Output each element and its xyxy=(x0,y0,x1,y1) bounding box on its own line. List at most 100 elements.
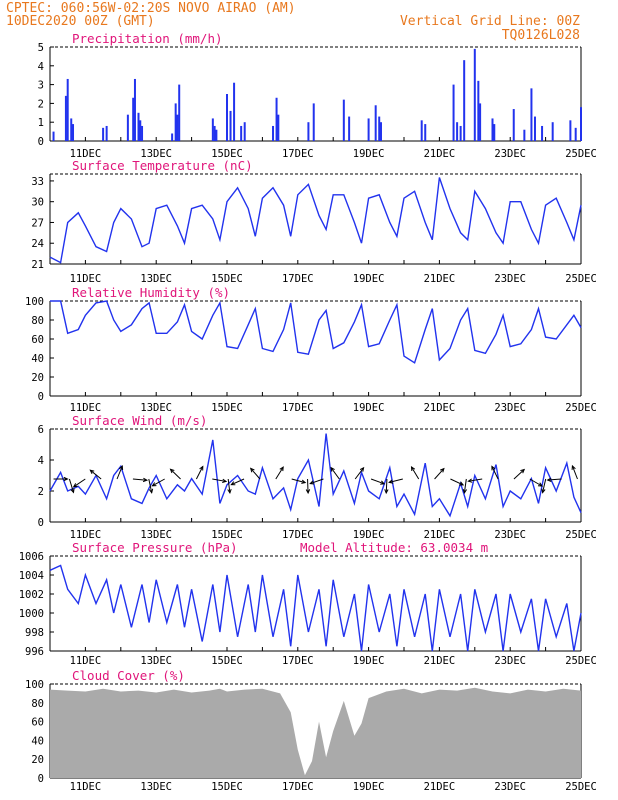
x-tick-label: 15DEC xyxy=(211,402,243,414)
wind-vector-head xyxy=(151,482,157,487)
wind-vector-head xyxy=(227,488,232,495)
wind-vector-head xyxy=(142,477,149,483)
y-tick-label: 1 xyxy=(38,117,44,129)
panel-annotation: Model Altitude: 63.0034 m xyxy=(300,540,488,555)
x-tick-label: 23DEC xyxy=(494,529,526,541)
x-tick-label: 23DEC xyxy=(494,655,526,667)
precip-bar xyxy=(530,88,533,141)
y-tick-label: 4 xyxy=(38,455,44,467)
wind-vector-head xyxy=(89,469,95,475)
precip-bar xyxy=(213,125,216,141)
y-tick-label: 1006 xyxy=(19,551,44,563)
x-tick-label: 19DEC xyxy=(353,781,385,793)
wind-vector-head xyxy=(384,489,389,495)
x-tick-label: 25DEC xyxy=(565,148,597,160)
x-tick-label: 15DEC xyxy=(211,655,243,667)
wind-vector-shaft xyxy=(547,478,562,481)
wind-vector-head xyxy=(279,466,284,472)
x-tick-label: 23DEC xyxy=(494,781,526,793)
y-tick-label: 24 xyxy=(31,238,44,250)
wind-vector-shaft xyxy=(542,478,547,493)
x-tick-label: 15DEC xyxy=(211,273,243,285)
precip-bar xyxy=(374,105,377,141)
wind-vector-head xyxy=(462,488,468,495)
precip-bar xyxy=(473,48,476,141)
precip-bar xyxy=(275,97,278,141)
y-tick-label: 27 xyxy=(31,217,44,229)
precip-bar xyxy=(424,124,427,141)
wind-vector-head xyxy=(541,488,546,494)
y-tick-label: 80 xyxy=(31,315,44,327)
x-tick-label: 15DEC xyxy=(211,781,243,793)
wind-vector-head xyxy=(467,478,473,483)
wind-vector-head xyxy=(410,466,416,472)
wind-vector-head xyxy=(571,464,576,470)
precip-bar xyxy=(379,122,382,141)
precip-bar xyxy=(420,120,423,141)
x-tick-label: 17DEC xyxy=(282,655,314,667)
x-tick-label: 11DEC xyxy=(70,655,102,667)
wind-vector-head xyxy=(330,466,335,472)
precip-bar xyxy=(178,84,181,141)
wind-vector-head xyxy=(230,481,236,486)
panel-title: Relative Humidity (%) xyxy=(72,285,230,300)
y-tick-label: 0 xyxy=(38,136,44,148)
y-tick-label: 60 xyxy=(31,717,44,729)
panel-6: 11DEC 13DEC 15DEC 17DEC 19DEC 21DEC 23DEC 25DEC… xyxy=(25,668,597,793)
precip-bar xyxy=(243,122,246,141)
panel-title: Surface Wind (m/s) xyxy=(72,413,207,428)
precip-bar xyxy=(523,129,526,141)
x-tick-label: 21DEC xyxy=(424,148,456,160)
x-tick-label: 23DEC xyxy=(494,273,526,285)
precip-bar xyxy=(533,116,536,141)
location-header: CPTEC: 060:56W-02:20S NOVO AIRAO (AM) xyxy=(6,1,296,16)
series-line xyxy=(49,177,582,264)
y-tick-label: 996 xyxy=(25,646,44,658)
wind-vector-shaft xyxy=(385,478,388,494)
x-tick-label: 25DEC xyxy=(565,273,597,285)
precip-bar xyxy=(452,84,455,141)
precip-bar xyxy=(348,116,351,141)
panel-title: Precipitation (mm/h) xyxy=(72,31,223,46)
wind-vector-head xyxy=(359,466,365,472)
precip-bar xyxy=(70,118,73,141)
precip-bar xyxy=(277,114,280,141)
wind-vector-shaft xyxy=(468,478,483,482)
precip-bar xyxy=(171,133,174,141)
wind-vector-shaft xyxy=(212,478,227,482)
wind-vector-shaft xyxy=(491,466,499,480)
y-tick-label: 21 xyxy=(31,259,44,271)
wind-vector-shaft xyxy=(463,478,467,493)
precip-bar xyxy=(133,78,136,141)
y-tick-label: 2 xyxy=(38,486,44,498)
precip-bar xyxy=(491,118,494,141)
precip-bar xyxy=(132,97,135,141)
wind-vector-head xyxy=(388,479,394,484)
precip-bar xyxy=(174,103,177,141)
x-tick-label: 19DEC xyxy=(353,529,385,541)
y-tick-label: 0 xyxy=(38,773,44,785)
precip-bar xyxy=(459,125,462,141)
wind-vector-head xyxy=(309,480,315,485)
x-tick-label: 13DEC xyxy=(140,148,172,160)
y-tick-label: 1004 xyxy=(19,570,44,582)
wind-vector-head xyxy=(537,482,544,487)
precip-bar xyxy=(64,95,67,141)
wind-vector-head xyxy=(440,467,445,473)
precip-bar xyxy=(102,127,105,141)
wind-vector-shaft xyxy=(89,469,102,480)
wind-vector-shaft xyxy=(195,466,204,480)
wind-vector-head xyxy=(222,478,228,483)
y-tick-label: 998 xyxy=(25,627,44,639)
precip-bar xyxy=(551,122,554,141)
wind-vector-shaft xyxy=(370,478,385,485)
x-tick-label: 19DEC xyxy=(353,148,385,160)
precip-bar xyxy=(367,118,370,141)
wind-vectors xyxy=(53,464,578,495)
precip-bar xyxy=(141,125,144,141)
precip-bar xyxy=(52,131,55,141)
wind-vector-head xyxy=(380,480,386,485)
precip-bar xyxy=(378,116,381,141)
x-tick-label: 21DEC xyxy=(424,402,456,414)
